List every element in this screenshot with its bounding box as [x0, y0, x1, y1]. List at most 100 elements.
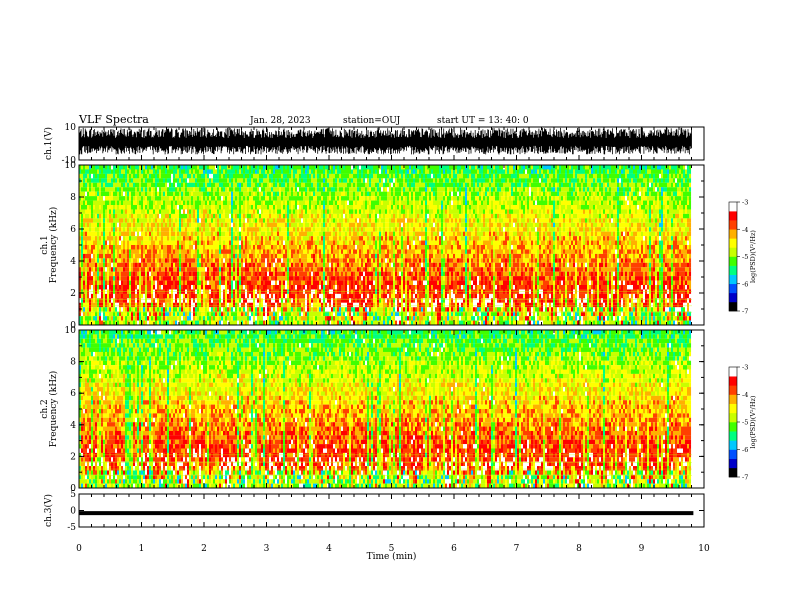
spec-cell — [227, 182, 230, 188]
spec-cell — [99, 320, 102, 326]
spec-cell — [273, 262, 276, 268]
spec-cell — [235, 316, 238, 321]
spec-cell — [279, 293, 282, 299]
spec-cell — [283, 191, 286, 197]
spec-cell — [255, 302, 258, 308]
spec-cell — [271, 280, 274, 286]
spec-cell — [263, 231, 266, 237]
spec-cell — [143, 293, 146, 299]
spec-cell — [345, 320, 348, 326]
spec-cell — [249, 240, 252, 246]
spec-cell — [295, 271, 298, 277]
spec-cell — [295, 213, 298, 219]
spec-cell — [133, 165, 136, 170]
spec-cell — [203, 298, 206, 303]
spec-cell — [115, 307, 118, 312]
spec-cell — [313, 218, 316, 223]
spec-cell — [295, 218, 298, 223]
spec-cell — [309, 307, 312, 312]
spec-cell — [229, 298, 232, 303]
spec-cell — [293, 258, 296, 263]
spec-cell — [179, 196, 182, 201]
spec-cell — [349, 178, 352, 183]
spec-cell — [211, 258, 214, 263]
spec-cell — [153, 249, 156, 254]
spec-cell — [87, 218, 90, 223]
spec-cell — [293, 165, 296, 170]
spec-cell — [199, 196, 202, 201]
spec-cell — [271, 173, 274, 179]
spec-cell — [139, 293, 142, 299]
spec-cell — [91, 267, 94, 272]
spec-cell — [167, 298, 170, 303]
spec-cell — [305, 302, 308, 308]
spec-cell — [295, 311, 298, 317]
spec-cell — [281, 182, 284, 188]
spec-cell — [157, 249, 160, 254]
spec-cell — [103, 316, 106, 321]
spec-cell — [205, 276, 208, 281]
spec-cell — [235, 245, 238, 250]
spec-cell — [131, 196, 134, 201]
spec-cell — [285, 173, 288, 179]
spec-cell — [231, 178, 234, 183]
spec-cell — [81, 169, 84, 174]
spec-cell — [205, 191, 208, 197]
spec-cell — [347, 262, 350, 268]
spec-cell — [255, 173, 258, 179]
spec-cell — [315, 316, 318, 321]
spec-cell — [341, 271, 344, 277]
spec-cell — [201, 311, 204, 317]
spec-cell — [153, 209, 156, 214]
spec-cell — [135, 293, 138, 299]
spec-cell — [347, 209, 350, 214]
spec-cell — [233, 178, 236, 183]
spec-cell — [83, 209, 86, 214]
spec-cell — [325, 245, 328, 250]
spec-cell — [267, 182, 270, 188]
spec-cell — [131, 182, 134, 188]
spec-cell — [337, 258, 340, 263]
spec-cell — [331, 182, 334, 188]
spec-cell — [121, 173, 124, 179]
spec-cell — [187, 178, 190, 183]
spec-cell — [291, 267, 294, 272]
spec-cell — [231, 182, 234, 188]
spec-cell — [139, 236, 142, 241]
spec-cell — [207, 302, 210, 308]
spec-cell — [147, 191, 150, 197]
spec-cell — [309, 271, 312, 277]
spec-cell — [157, 298, 160, 303]
spec-cell — [215, 293, 218, 299]
spec-cell — [345, 240, 348, 246]
spec-cell — [309, 227, 312, 232]
spec-cell — [287, 236, 290, 241]
spec-cell — [145, 249, 148, 254]
spec-cell — [283, 280, 286, 286]
spec-cell — [165, 316, 168, 321]
spec-cell — [325, 258, 328, 263]
spec-cell — [289, 191, 292, 197]
spec-cell — [219, 231, 222, 237]
spec-cell — [265, 191, 268, 197]
spec-cell — [243, 169, 246, 174]
spec-cell — [299, 227, 302, 232]
spec-cell — [191, 258, 194, 263]
spec-cell — [251, 169, 254, 174]
spec-cell — [259, 280, 262, 286]
spec-cell — [255, 258, 258, 263]
spec-cell — [207, 249, 210, 254]
spec-cell — [307, 200, 310, 206]
spec-cell — [165, 245, 168, 250]
spec-cell — [197, 240, 200, 246]
spec-cell — [331, 236, 334, 241]
spec-cell — [229, 196, 232, 201]
spec-cell — [295, 298, 298, 303]
spec-cell — [167, 276, 170, 281]
spec-cell — [217, 316, 220, 321]
spec-cell — [271, 293, 274, 299]
spec-cell — [287, 258, 290, 263]
spec-cell — [115, 253, 118, 259]
spec-cell — [135, 316, 138, 321]
spec-cell — [255, 271, 258, 277]
